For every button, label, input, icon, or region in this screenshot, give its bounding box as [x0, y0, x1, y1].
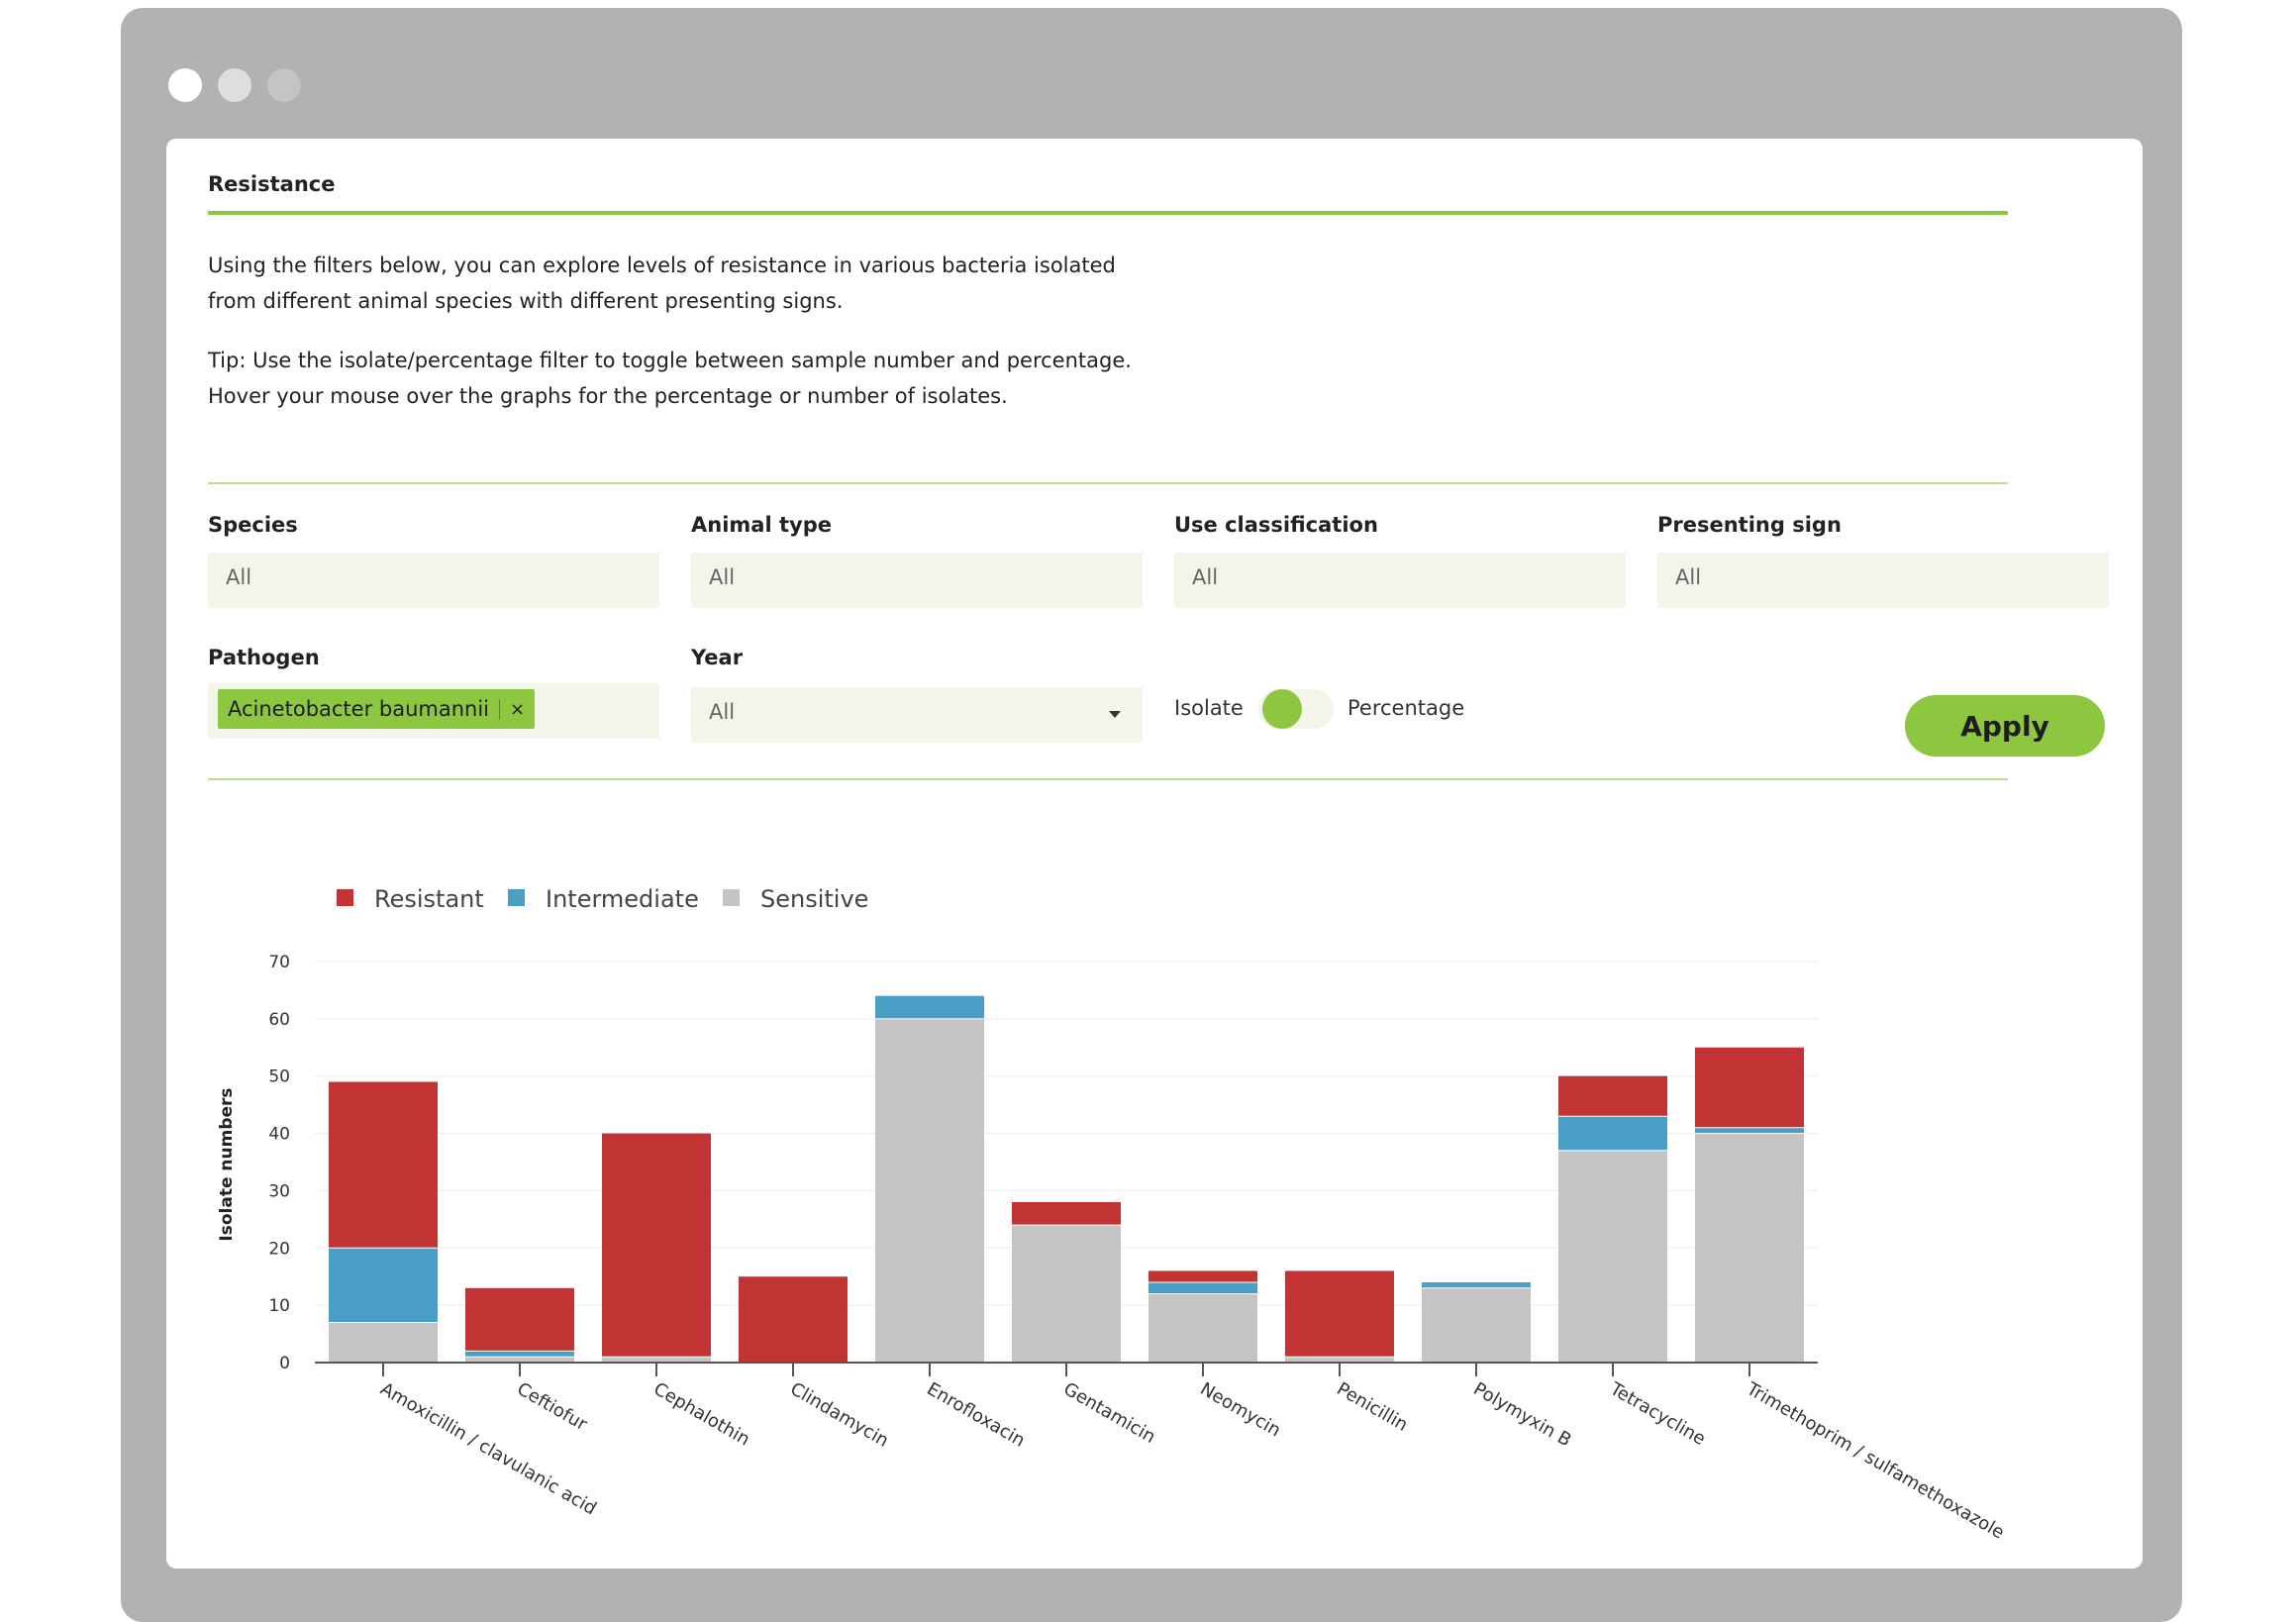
year-select[interactable]: All: [691, 687, 1143, 743]
x-tick-label: Enrofloxacin: [924, 1378, 1029, 1451]
legend-swatch-intermediate: [508, 889, 525, 906]
legend-label-sensitive: Sensitive: [760, 885, 868, 913]
bar-segment-resistant[interactable]: [329, 1081, 438, 1249]
x-tick-label: Tetracycline: [1606, 1378, 1709, 1450]
window-close-dot[interactable]: [168, 68, 202, 102]
chip-remove-icon[interactable]: ×: [499, 698, 535, 720]
x-tick-label: Penicillin: [1334, 1378, 1412, 1436]
y-tick-label: 50: [268, 1067, 290, 1087]
legend-label-resistant: Resistant: [374, 885, 484, 913]
bar-segment-intermediate[interactable]: [1558, 1116, 1667, 1151]
bar-segment-sensitive[interactable]: [1695, 1133, 1804, 1363]
bar-segment-resistant[interactable]: [1558, 1075, 1667, 1117]
animal-type-label: Animal type: [691, 513, 832, 537]
bar-segment-resistant[interactable]: [1695, 1047, 1804, 1128]
use-classification-label: Use classification: [1174, 513, 1378, 537]
bar-segment-intermediate[interactable]: [465, 1351, 574, 1358]
y-tick-label: 40: [268, 1125, 290, 1145]
bar-segment-sensitive[interactable]: [1148, 1293, 1257, 1363]
legend-swatch-resistant: [337, 889, 353, 906]
pathogen-label: Pathogen: [208, 646, 320, 669]
use-classification-select[interactable]: All: [1174, 553, 1626, 608]
y-tick-label: 0: [279, 1354, 290, 1373]
bar-segment-sensitive[interactable]: [1422, 1287, 1531, 1363]
intro-line-1: Using the filters below, you can explore…: [208, 253, 1116, 277]
filters-bottom-divider: [208, 778, 2008, 780]
y-tick-label: 10: [268, 1296, 290, 1316]
bar-segment-intermediate[interactable]: [1148, 1282, 1257, 1294]
x-tick-label: Gentamicin: [1060, 1378, 1159, 1448]
bar-segment-intermediate[interactable]: [875, 995, 984, 1019]
toggle-isolate-label: Isolate: [1174, 696, 1244, 720]
y-tick-label: 70: [268, 953, 290, 972]
apply-button[interactable]: Apply: [1905, 695, 2105, 757]
pathogen-chip-label: Acinetobacter baumannii: [228, 697, 490, 721]
resistance-bar-chart: Resistant Intermediate Sensitive Isolate…: [217, 885, 2008, 1544]
bar-segment-sensitive[interactable]: [1558, 1150, 1667, 1363]
y-axis-title: Isolate numbers: [217, 1087, 237, 1241]
legend-label-intermediate: Intermediate: [546, 885, 699, 913]
chevron-down-icon: [1109, 711, 1121, 718]
window-maximize-dot[interactable]: [267, 68, 301, 102]
bar-segment-intermediate[interactable]: [1422, 1282, 1531, 1288]
bar-segment-resistant[interactable]: [1148, 1270, 1257, 1282]
tip-text: Tip: Use the isolate/percentage filter t…: [208, 343, 1132, 414]
animal-type-select[interactable]: All: [691, 553, 1143, 608]
bar-segment-sensitive[interactable]: [1285, 1357, 1394, 1363]
x-tick-label: Amoxicillin / clavulanic acid: [377, 1378, 600, 1519]
bar-segment-sensitive[interactable]: [465, 1357, 574, 1363]
resistance-panel: Resistance Using the filters below, you …: [166, 139, 2143, 1569]
intro-text: Using the filters below, you can explore…: [208, 248, 1116, 319]
year-label: Year: [691, 646, 744, 669]
filters-top-divider: [208, 482, 2008, 484]
bar-segment-resistant[interactable]: [1285, 1270, 1394, 1358]
y-tick-label: 60: [268, 1010, 290, 1030]
x-tick-label: Ceftiofur: [514, 1378, 591, 1435]
x-tick-label: Trimethoprim / sulfamethoxazole: [1743, 1378, 2008, 1544]
bar-segment-resistant[interactable]: [465, 1287, 574, 1352]
x-tick-label: Neomycin: [1197, 1378, 1284, 1441]
intro-line-2: from different animal species with diffe…: [208, 289, 844, 313]
x-tick-label: Cephalothin: [650, 1378, 753, 1450]
toggle-knob: [1262, 689, 1302, 729]
x-tick-label: Clindamycin: [787, 1378, 893, 1452]
bar-segment-sensitive[interactable]: [329, 1322, 438, 1364]
bar-segment-sensitive[interactable]: [875, 1018, 984, 1363]
tip-line-1: Tip: Use the isolate/percentage filter t…: [208, 349, 1132, 372]
bar-segment-sensitive[interactable]: [602, 1357, 711, 1363]
presenting-sign-select[interactable]: All: [1657, 553, 2109, 608]
y-tick-label: 20: [268, 1239, 290, 1259]
tip-line-2: Hover your mouse over the graphs for the…: [208, 384, 1008, 408]
bar-segment-sensitive[interactable]: [1012, 1225, 1121, 1363]
bar-segment-resistant[interactable]: [1012, 1202, 1121, 1226]
year-select-value: All: [709, 700, 736, 724]
title-divider: [208, 211, 2008, 215]
presenting-sign-label: Presenting sign: [1657, 513, 1842, 537]
species-select[interactable]: All: [208, 553, 659, 608]
y-tick-label: 30: [268, 1181, 290, 1201]
species-label: Species: [208, 513, 298, 537]
window-minimize-dot[interactable]: [218, 68, 251, 102]
bar-segment-resistant[interactable]: [739, 1276, 848, 1363]
x-tick-label: Polymyxin B: [1470, 1378, 1575, 1451]
bar-segment-intermediate[interactable]: [1695, 1127, 1804, 1134]
page-title: Resistance: [208, 172, 336, 196]
toggle-percentage-label: Percentage: [1348, 696, 1465, 720]
isolate-percentage-toggle[interactable]: [1258, 689, 1334, 729]
bar-segment-resistant[interactable]: [602, 1133, 711, 1358]
bar-segment-intermediate[interactable]: [329, 1248, 438, 1323]
chart-legend: Resistant Intermediate Sensitive: [337, 885, 868, 913]
pathogen-chip: Acinetobacter baumannii ×: [218, 689, 536, 729]
legend-swatch-sensitive: [723, 889, 740, 906]
